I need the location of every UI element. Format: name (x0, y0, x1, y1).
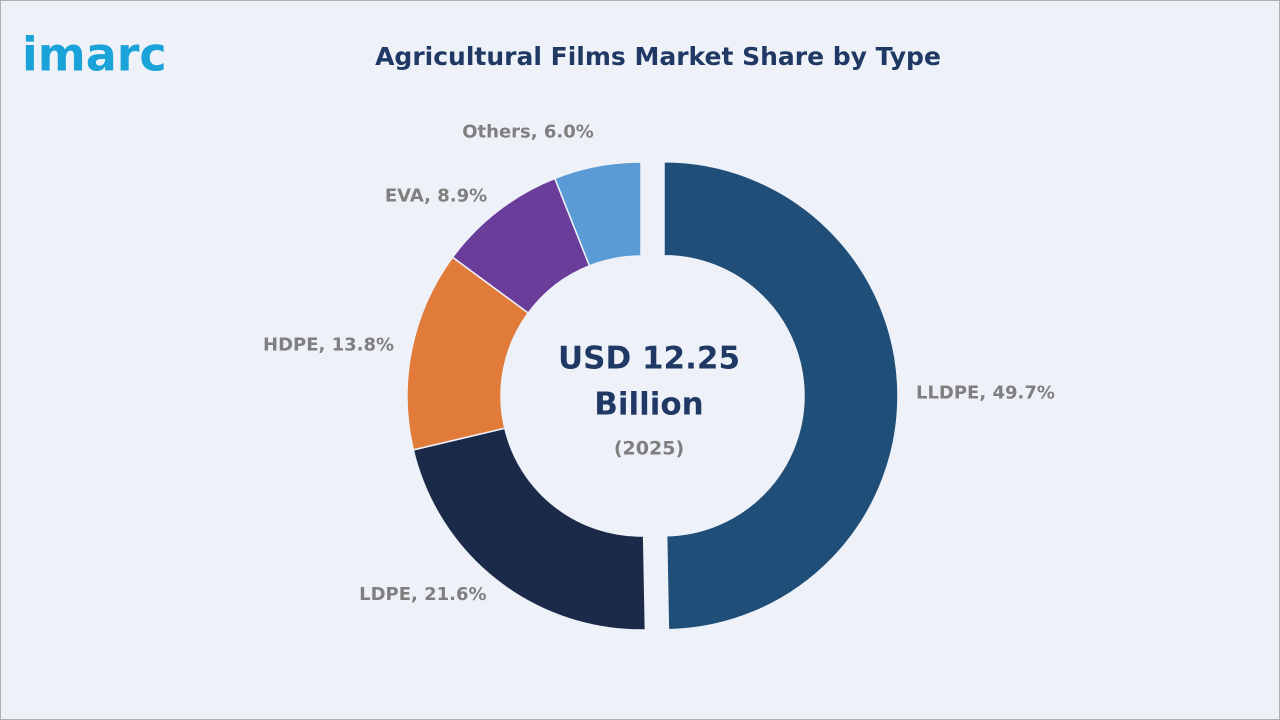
data-label: HDPE, 13.8% (263, 335, 394, 356)
data-label: Others, 6.0% (462, 121, 594, 142)
center-sublabel: (2025) (614, 438, 684, 460)
center-label: USD 12.25 (558, 341, 740, 377)
data-label: LDPE, 21.6% (359, 584, 486, 605)
donut-slice (412, 427, 647, 631)
logo: imarc (22, 28, 167, 82)
data-label: LLDPE, 49.7% (916, 382, 1055, 403)
donut-slice (663, 161, 899, 631)
center-label: Billion (594, 387, 704, 423)
donut-slice (553, 161, 642, 267)
chart-title: Agricultural Films Market Share by Type (375, 42, 941, 71)
data-label: EVA, 8.9% (385, 185, 487, 206)
